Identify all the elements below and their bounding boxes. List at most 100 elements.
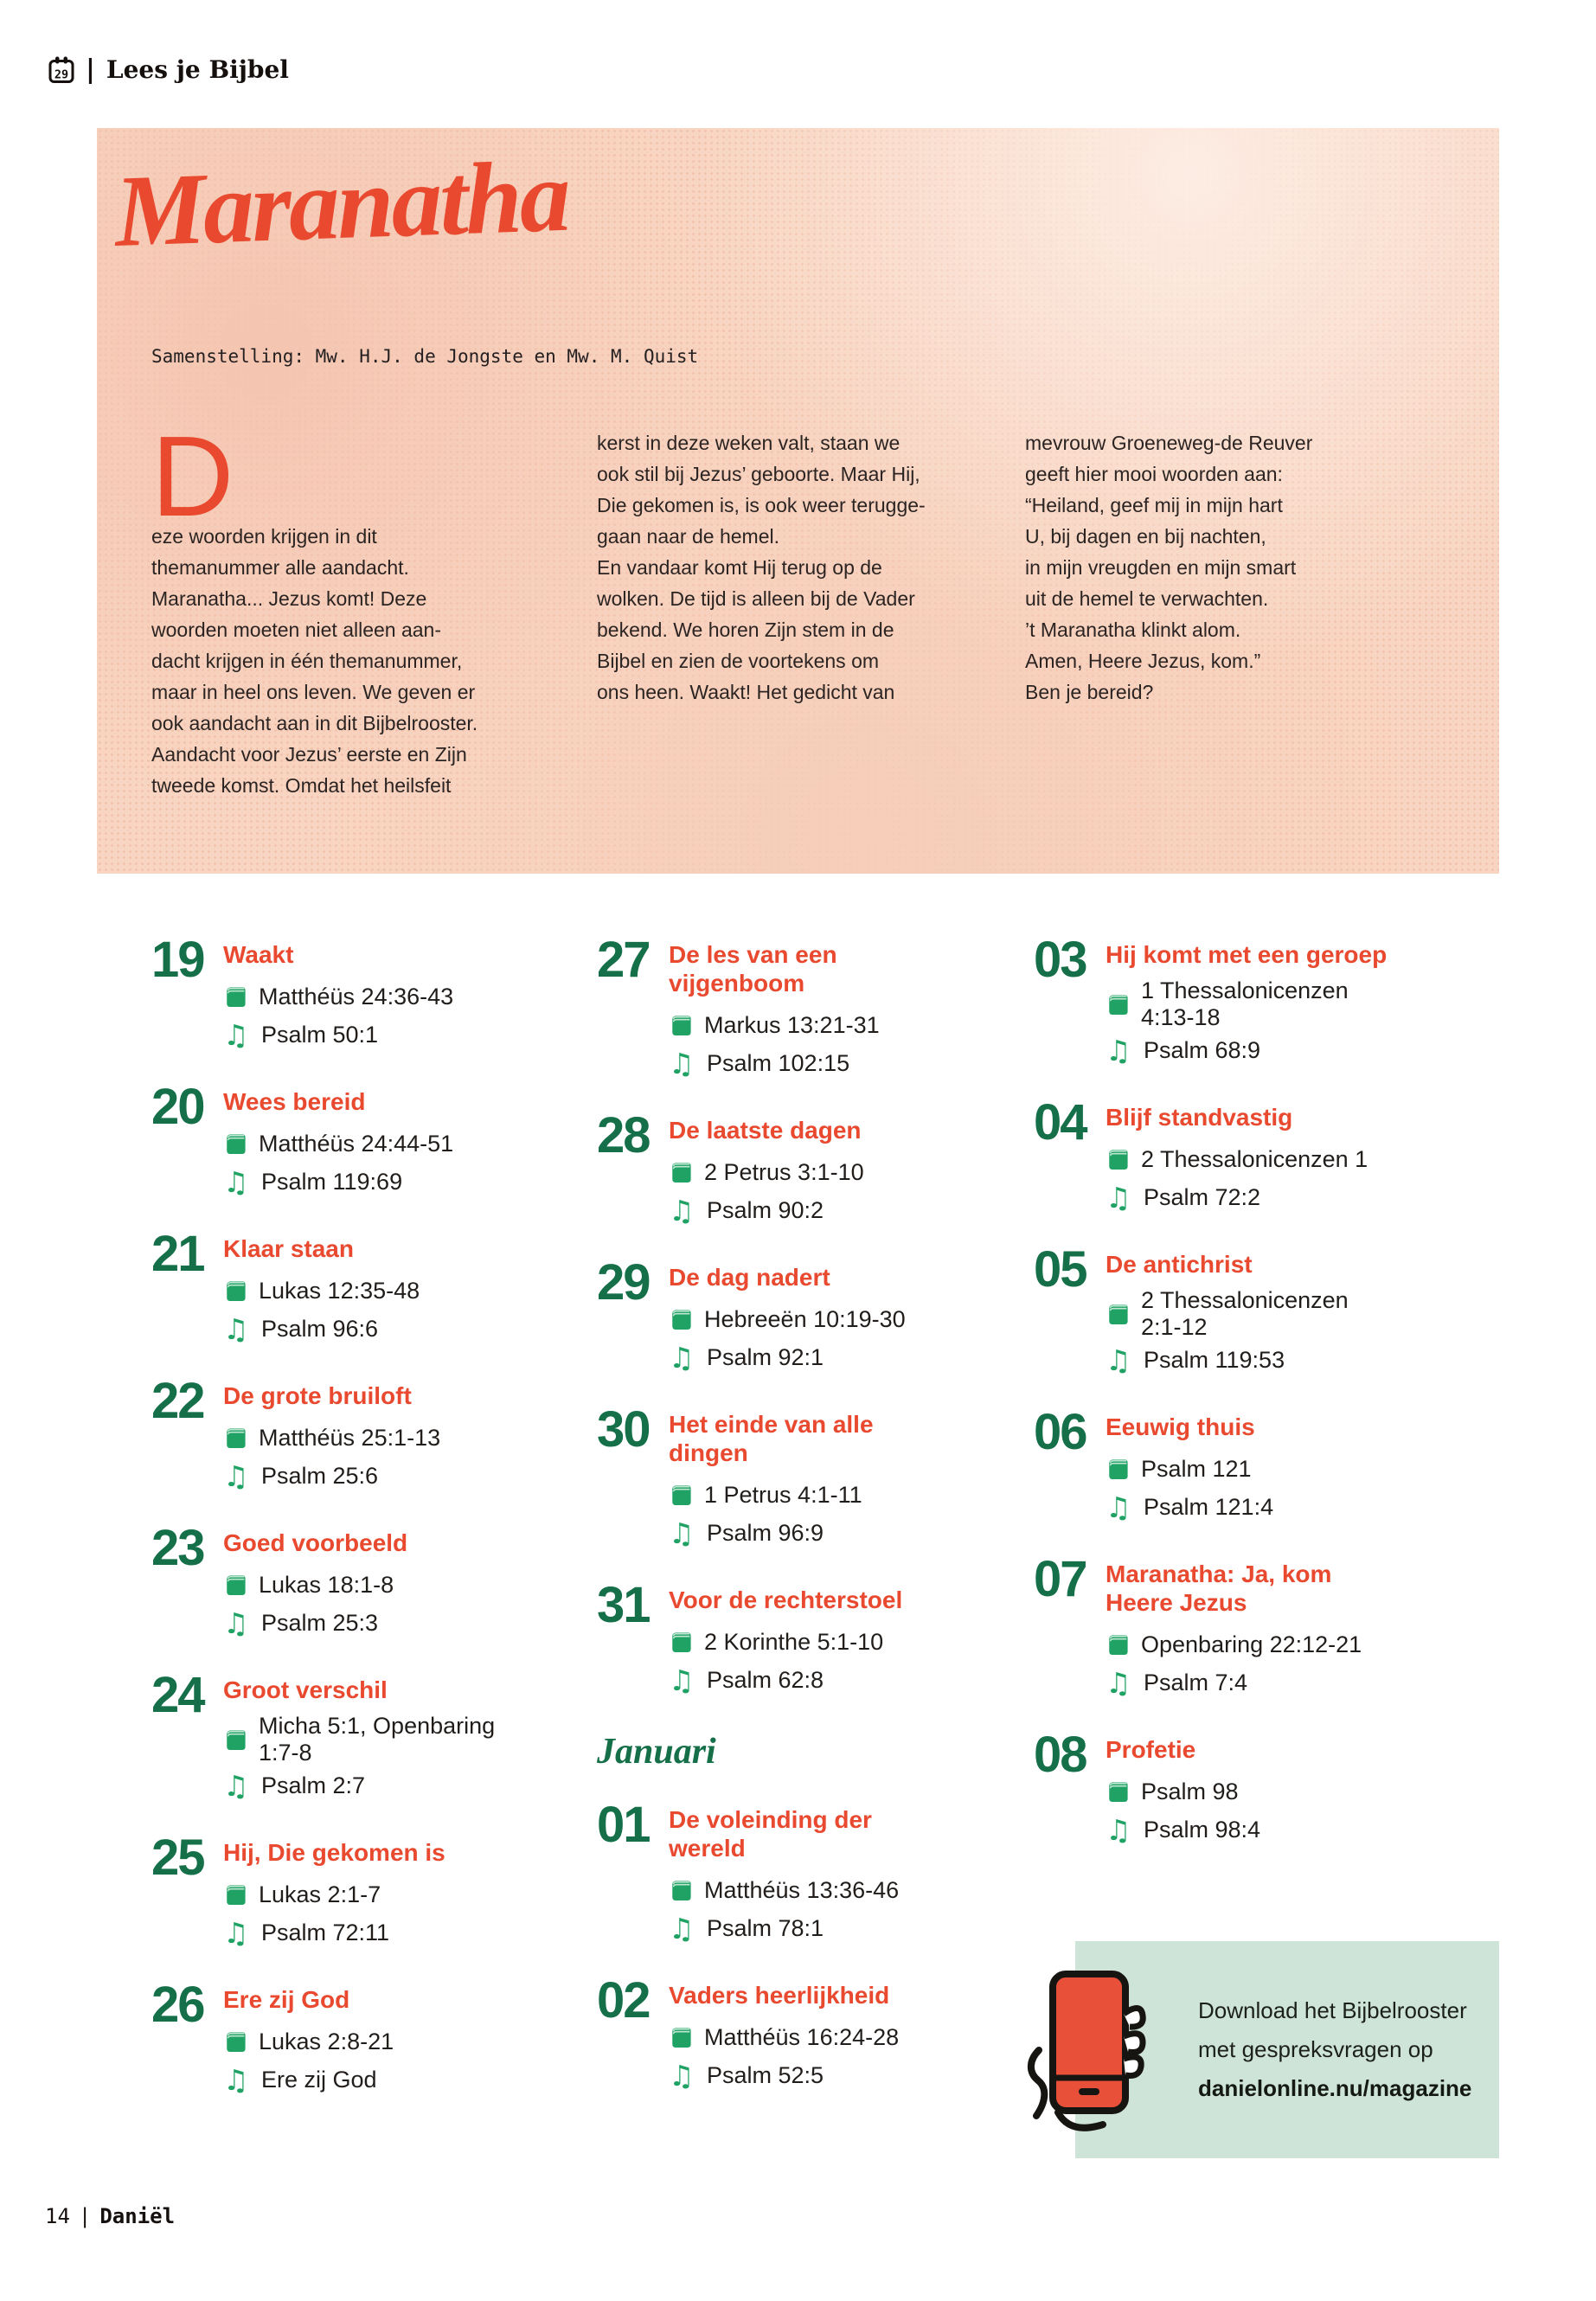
song-row: ♫ Psalm 92:1 [669, 1338, 906, 1376]
song-row: ♫ Psalm 98:4 [1106, 1811, 1260, 1849]
entry-title: De voleinding der wereld [669, 1806, 872, 1862]
music-note-icon: ♫ [1106, 1490, 1131, 1524]
song-reference: Psalm 7:4 [1144, 1669, 1248, 1695]
bible-reading-row: 1 Thessalonicenzen 4:13-18 [1106, 977, 1391, 1031]
schedule-column-3: 03 Hij komt met een geroep 1 Thessalonicen… [1027, 935, 1518, 2158]
download-text-line-1: Download het Bijbelrooster [1198, 1997, 1467, 2023]
brand-name: Lees je Bijbel [106, 54, 289, 84]
bible-reference: Lukas 12:35-48 [259, 1277, 420, 1304]
entry-title: Goed voorbeeld [223, 1529, 408, 1556]
bible-reading-row: Lukas 2:8-21 [223, 2022, 394, 2061]
entry-body: De laatste dagen 2 Petrus 3:1-10 ♫ Psalm 90… [669, 1114, 864, 1229]
book-icon [227, 2031, 246, 2052]
day-number: 23 [151, 1520, 206, 1576]
book-icon [1109, 1458, 1128, 1479]
book-icon [227, 1884, 246, 1905]
schedule-entry: 19 Waakt Matthéüs 24:36-43 ♫ Psalm 50:1 [151, 935, 597, 1054]
book-icon [1109, 1149, 1128, 1170]
download-text-line-2: met gespreksvragen op [1198, 2036, 1433, 2062]
schedule-entry: 20 Wees bereid Matthéüs 24:44-51 ♫ Psalm 119… [151, 1082, 597, 1201]
song-row: ♫ Psalm 72:11 [223, 1913, 445, 1952]
entry-body: Groot verschil Micha 5:1, Openbaring 1:7-… [223, 1674, 509, 1804]
schedule-entry: 21 Klaar staan Lukas 12:35-48 ♫ Psalm 96:6 [151, 1229, 597, 1348]
entry-title: Vaders heerlijkheid [669, 1982, 890, 2009]
phone-in-hand-icon [1027, 1971, 1146, 2131]
byline: Samenstelling: Mw. H.J. de Jongste en Mw… [151, 346, 699, 367]
song-row: ♫ Psalm 72:2 [1106, 1178, 1368, 1216]
day-number: 21 [151, 1226, 206, 1282]
footer-divider: | [78, 2204, 92, 2228]
page-number: 14 [45, 2204, 70, 2228]
song-reference: Psalm 102:15 [707, 1049, 850, 1076]
book-icon [227, 1574, 246, 1595]
music-note-icon: ♫ [223, 1458, 249, 1493]
song-row: ♫ Psalm 102:15 [669, 1044, 954, 1082]
bible-reference: 2 Petrus 3:1-10 [704, 1158, 864, 1185]
entry-body: Goed voorbeeld Lukas 18:1-8 ♫ Psalm 25:3 [223, 1527, 407, 1642]
entry-body: Klaar staan Lukas 12:35-48 ♫ Psalm 96:6 [223, 1233, 420, 1348]
bible-reading-row: Psalm 121 [1106, 1450, 1273, 1488]
book-icon [1109, 1304, 1128, 1324]
book-icon [672, 1015, 691, 1035]
schedule-entry: 26 Ere zij God Lukas 2:8-21 ♫ Ere zij God [151, 1980, 597, 2099]
book-icon [672, 1309, 691, 1330]
schedule-column-1: 19 Waakt Matthéüs 24:36-43 ♫ Psalm 50:1 20 Wee… [151, 935, 597, 2131]
music-note-icon: ♫ [669, 2058, 695, 2093]
book-icon [227, 1729, 246, 1750]
entry-title: Eeuwig thuis [1106, 1413, 1255, 1440]
bible-reference: Psalm 98 [1141, 1778, 1239, 1804]
schedule-entry: 02 Vaders heerlijkheid Matthéüs 16:24-28 ♫ P… [597, 1976, 1034, 2094]
song-reference: Psalm 72:11 [261, 1919, 390, 1945]
song-reference: Psalm 68:9 [1144, 1036, 1261, 1063]
song-row: ♫ Psalm 121:4 [1106, 1488, 1273, 1526]
entry-body: De dag nadert Hebreeën 10:19-30 ♫ Psalm 92:… [669, 1261, 906, 1376]
day-number: 07 [1034, 1551, 1088, 1607]
bible-reference: 2 Thessalonicenzen 2:1-12 [1141, 1287, 1349, 1340]
reading-schedule: 19 Waakt Matthéüs 24:36-43 ♫ Psalm 50:1 20 Wee… [151, 935, 1518, 2158]
schedule-entry: 08 Profetie Psalm 98 ♫ Psalm 98:4 [1034, 1730, 1518, 1849]
song-reference: Psalm 119:53 [1144, 1346, 1285, 1373]
entry-title: Groot verschil [223, 1676, 388, 1703]
entry-title: Klaar staan [223, 1235, 354, 1262]
book-icon [672, 1162, 691, 1183]
day-number: 03 [1034, 932, 1088, 988]
entry-title: De laatste dagen [669, 1117, 862, 1144]
song-reference: Psalm 72:2 [1144, 1183, 1261, 1210]
music-note-icon: ♫ [1106, 1033, 1131, 1067]
day-number: 05 [1034, 1241, 1088, 1298]
book-icon [672, 2027, 691, 2048]
song-row: ♫ Psalm 119:53 [1106, 1341, 1391, 1379]
music-note-icon: ♫ [669, 1516, 695, 1550]
entry-body: Vaders heerlijkheid Matthéüs 16:24-28 ♫ Psa… [669, 1979, 899, 2094]
download-url[interactable]: danielonline.nu/magazine [1198, 2075, 1472, 2101]
day-number: 04 [1034, 1094, 1088, 1150]
entry-body: Voor de rechterstoel 2 Korinthe 5:1-10 ♫ Ps… [669, 1584, 902, 1699]
bible-reference: Matthéüs 25:1-13 [259, 1424, 441, 1451]
song-reference: Psalm 96:6 [261, 1315, 379, 1342]
bible-reading-row: Markus 13:21-31 [669, 1006, 954, 1044]
book-icon [672, 1631, 691, 1652]
calendar-icon-number: 29 [54, 68, 68, 82]
entry-body: Het einde van alle dingen 1 Petrus 4:1-11… [669, 1408, 954, 1552]
music-note-icon: ♫ [223, 1915, 249, 1950]
music-note-icon: ♫ [669, 1193, 695, 1227]
schedule-entry: 22 De grote bruiloft Matthéüs 25:1-13 ♫ Psal… [151, 1376, 597, 1495]
song-row: ♫ Psalm 119:69 [223, 1163, 453, 1201]
day-number: 06 [1034, 1404, 1088, 1460]
bible-reading-row: Matthéüs 13:36-46 [669, 1871, 954, 1909]
bible-reading-row: Lukas 18:1-8 [223, 1566, 407, 1604]
bible-reference: Hebreeën 10:19-30 [704, 1305, 906, 1332]
bible-reading-row: Psalm 98 [1106, 1772, 1260, 1811]
bible-reading-row: 2 Petrus 3:1-10 [669, 1153, 864, 1191]
bible-reading-row: Lukas 12:35-48 [223, 1272, 420, 1310]
entry-body: Waakt Matthéüs 24:36-43 ♫ Psalm 50:1 [223, 939, 453, 1054]
schedule-entry: 30 Het einde van alle dingen 1 Petrus 4:1-… [597, 1405, 1034, 1552]
download-box: Download het Bijbelrooster met gespreksv… [1027, 1941, 1499, 2158]
book-icon [227, 1280, 246, 1301]
day-number: 27 [597, 932, 651, 988]
day-number: 08 [1034, 1727, 1088, 1783]
entry-body: Ere zij God Lukas 2:8-21 ♫ Ere zij God [223, 1984, 394, 2099]
song-reference: Psalm 96:9 [707, 1519, 824, 1546]
bible-reading-row: Lukas 2:1-7 [223, 1875, 445, 1913]
song-reference: Psalm 50:1 [261, 1021, 379, 1048]
